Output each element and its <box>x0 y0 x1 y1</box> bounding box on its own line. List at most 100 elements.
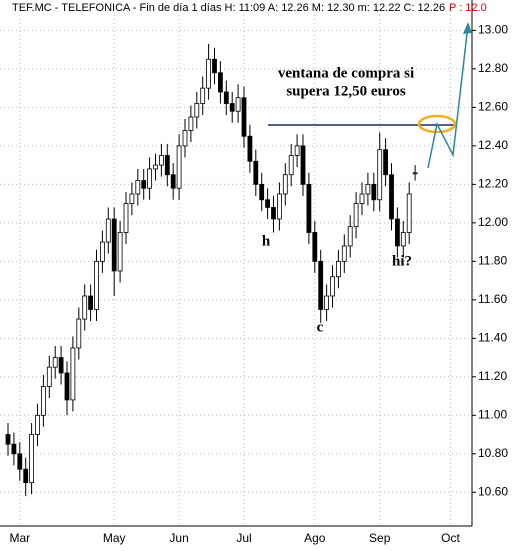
candle-body <box>117 232 123 272</box>
candle-body <box>158 155 164 166</box>
candle-body <box>182 130 188 147</box>
y-tick-label: 10.80 <box>478 446 508 460</box>
candle-body <box>365 183 371 195</box>
y-tick-label: 13.00 <box>478 23 508 37</box>
candle-body <box>194 103 200 118</box>
candle-body <box>347 226 353 247</box>
annotation: ventana de compra si <box>278 65 414 81</box>
x-tick-label: Jun <box>169 531 188 545</box>
candle-body <box>82 295 88 320</box>
candle-body <box>58 357 64 374</box>
candle-body <box>111 218 117 272</box>
candle-body <box>23 468 29 484</box>
candle-body <box>253 160 259 185</box>
candle-body <box>400 232 406 247</box>
candle-body <box>265 199 271 208</box>
candle-body <box>147 168 153 189</box>
candle-body <box>170 174 176 189</box>
x-tick-label: Sep <box>369 531 391 545</box>
candle-body <box>5 434 11 445</box>
candle-body <box>123 203 129 233</box>
candle-body <box>324 295 330 310</box>
annotation: hi? <box>392 253 412 269</box>
y-tick-label: 11.20 <box>478 369 507 383</box>
candle-body <box>94 260 99 310</box>
candle-body <box>377 149 383 201</box>
candle-body <box>70 347 76 401</box>
x-tick-label: Mar <box>9 531 30 545</box>
candle-body <box>46 366 52 387</box>
candle-body <box>318 260 324 310</box>
candle-body <box>164 155 170 176</box>
y-tick-label: 12.00 <box>478 215 508 229</box>
candle-body <box>41 386 46 416</box>
candle-body <box>88 295 93 310</box>
candle-body <box>141 180 147 189</box>
candle-body <box>341 245 347 262</box>
candle-body <box>17 453 23 470</box>
candle-body <box>135 180 141 195</box>
candle-body <box>212 58 217 74</box>
candle-body <box>288 155 294 176</box>
candle-body <box>223 91 229 104</box>
candle-body <box>406 193 412 233</box>
x-tick-label: Ago <box>304 531 326 545</box>
x-tick-label: Oct <box>441 531 460 545</box>
annotation: h <box>262 233 271 249</box>
chart-title: TEF.MC - TELEFONICA - Fin de día 1 días … <box>12 2 445 14</box>
y-tick-label: 11.80 <box>478 254 507 268</box>
y-tick-label: 12.80 <box>478 61 508 75</box>
candle-body <box>29 434 35 484</box>
candle-body <box>188 116 194 131</box>
candle-body <box>282 174 288 195</box>
x-tick-label: Jul <box>236 531 251 545</box>
candle-body <box>200 87 206 104</box>
candle-body <box>394 218 400 247</box>
y-tick-label: 10.60 <box>478 484 508 498</box>
candle-body <box>335 260 341 278</box>
candle-body <box>241 97 247 137</box>
candle-body <box>52 357 58 368</box>
candle-body <box>276 193 282 220</box>
annotation: supera 12,50 euros <box>286 83 405 99</box>
candle-body <box>76 318 82 349</box>
highlight-ellipse <box>417 114 457 134</box>
chart-subtitle: P : 12.0 <box>449 2 487 14</box>
candle-body <box>11 443 17 455</box>
candle-body <box>353 203 359 228</box>
candle-body <box>359 193 365 205</box>
arrow-head <box>463 22 472 34</box>
y-tick-label: 12.20 <box>478 177 508 191</box>
y-tick-label: 12.40 <box>478 138 508 152</box>
candle-body <box>153 164 158 170</box>
candle-body <box>35 414 40 435</box>
candle-body <box>312 232 318 262</box>
candle-body <box>64 372 70 401</box>
candle-body <box>217 72 223 93</box>
projection-arrow <box>427 24 469 169</box>
x-tick-label: May <box>103 531 126 545</box>
y-tick-label: 11.40 <box>478 330 507 344</box>
y-tick-label: 12.60 <box>478 100 508 114</box>
candle-body <box>229 103 235 112</box>
candle-body <box>129 193 135 205</box>
candle-body <box>105 218 111 243</box>
y-tick-label: 11.60 <box>478 292 507 306</box>
candle-body <box>330 276 335 297</box>
candle-body <box>294 145 300 156</box>
candle-body <box>306 183 312 233</box>
candle-body <box>100 241 105 262</box>
y-tick-label: 11.00 <box>478 407 507 421</box>
candle-body <box>389 174 394 220</box>
candle-body <box>259 183 265 201</box>
candle-body <box>271 207 276 220</box>
candle-body <box>412 172 418 175</box>
candle-body <box>235 97 241 112</box>
candle-body <box>300 145 306 185</box>
candle-body <box>371 183 377 201</box>
candle-body <box>247 135 253 162</box>
candle-body <box>206 58 212 89</box>
candle-body <box>383 149 389 176</box>
